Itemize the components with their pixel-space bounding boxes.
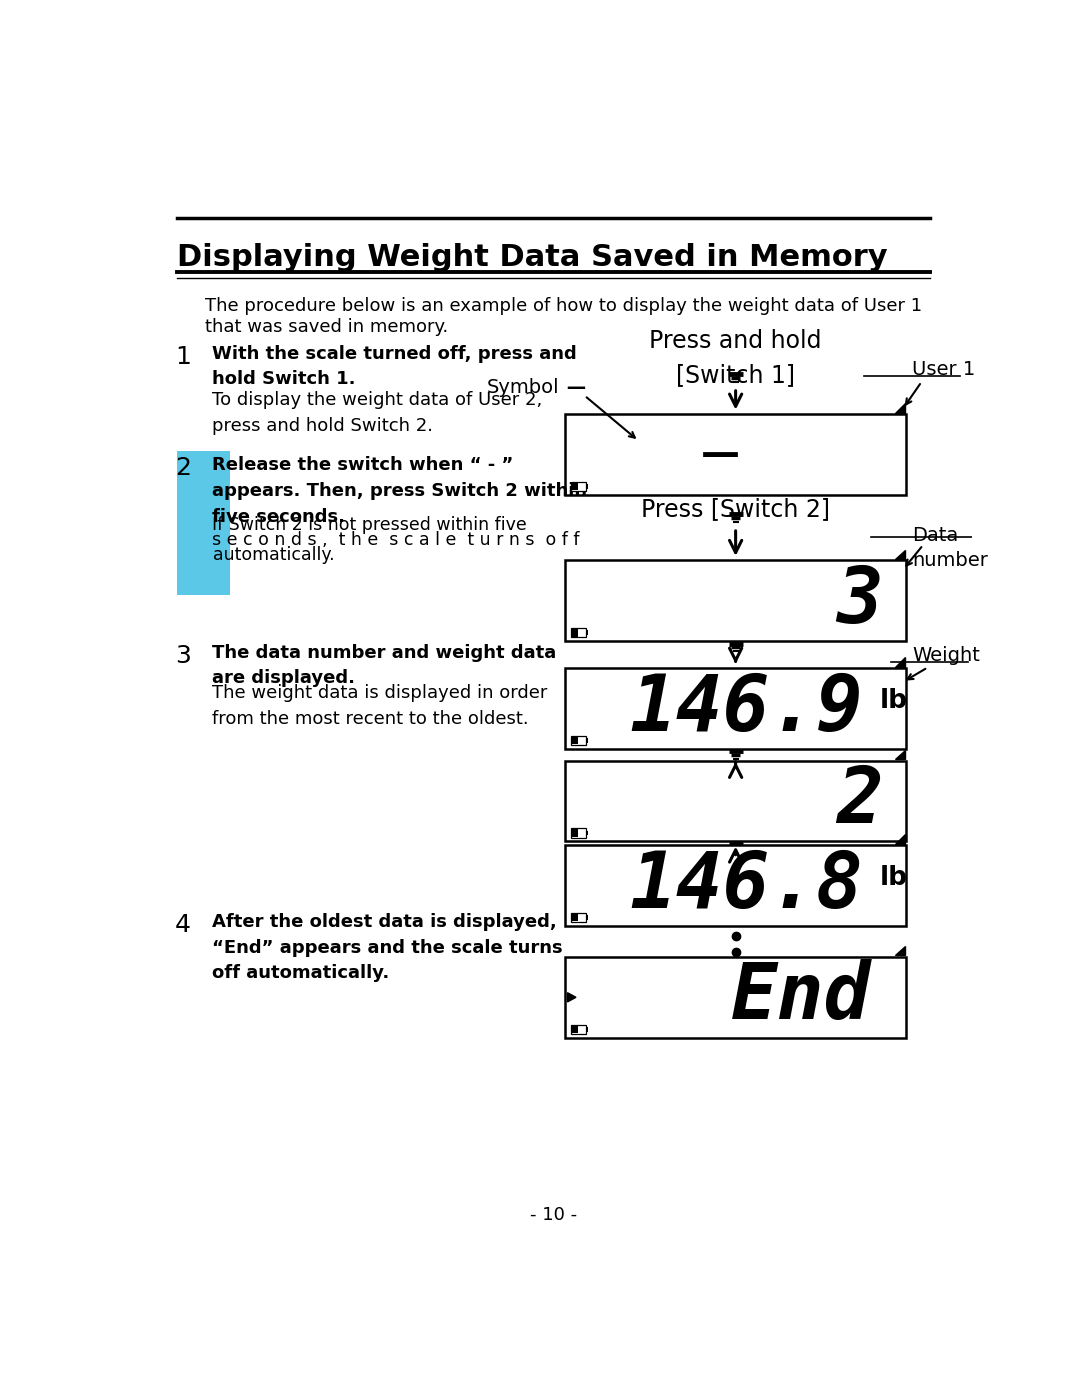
Bar <box>565 957 906 1038</box>
Text: Symbol: Symbol <box>486 377 559 397</box>
Text: Weight: Weight <box>913 647 981 665</box>
Text: 146.8: 146.8 <box>630 848 864 923</box>
Text: automatically.: automatically. <box>213 546 334 564</box>
Text: - 10 -: - 10 - <box>530 1206 577 1224</box>
Bar <box>571 914 578 922</box>
Text: Press and hold
[Switch 1]: Press and hold [Switch 1] <box>649 330 822 387</box>
Text: 146.9: 146.9 <box>630 671 864 746</box>
Bar <box>570 914 586 922</box>
Bar <box>570 828 586 838</box>
Bar <box>586 738 589 743</box>
Text: 2: 2 <box>175 457 191 481</box>
Bar <box>565 668 906 749</box>
Bar <box>565 845 906 926</box>
Text: lb: lb <box>880 687 907 714</box>
Text: 3: 3 <box>836 563 882 638</box>
Bar <box>571 736 578 745</box>
Bar <box>570 482 586 490</box>
Polygon shape <box>895 404 905 412</box>
Text: 4: 4 <box>175 914 191 937</box>
Text: 3: 3 <box>175 644 191 668</box>
Text: lb: lb <box>880 865 907 891</box>
Bar <box>570 1024 586 1034</box>
Bar <box>586 831 589 835</box>
Text: s e c o n d s ,  t h e  s c a l e  t u r n s  o f f: s e c o n d s , t h e s c a l e t u r n … <box>213 531 580 549</box>
Text: that was saved in memory.: that was saved in memory. <box>205 317 448 335</box>
Text: If Switch 2 is not pressed within five: If Switch 2 is not pressed within five <box>213 517 527 535</box>
Text: Displaying Weight Data Saved in Memory: Displaying Weight Data Saved in Memory <box>177 243 888 272</box>
Bar <box>586 1027 589 1031</box>
Text: 1: 1 <box>175 345 191 369</box>
Bar <box>571 482 578 490</box>
Text: After the oldest data is displayed,
“End” appears and the scale turns
off automa: After the oldest data is displayed, “End… <box>213 914 563 982</box>
Bar <box>570 736 586 745</box>
Bar <box>586 485 589 489</box>
Text: Data
number: Data number <box>913 527 988 570</box>
Text: User 1: User 1 <box>913 360 975 379</box>
Bar <box>177 451 230 595</box>
Text: The data number and weight data
are displayed.: The data number and weight data are disp… <box>213 644 557 687</box>
Text: Release the switch when “ - ”
appears. Then, press Switch 2 within
five seconds.: Release the switch when “ - ” appears. T… <box>213 457 588 525</box>
Bar <box>571 629 578 637</box>
Bar <box>586 915 589 921</box>
Text: End: End <box>731 960 872 1035</box>
Text: The procedure below is an example of how to display the weight data of User 1: The procedure below is an example of how… <box>205 298 922 314</box>
Bar <box>565 560 906 641</box>
Text: With the scale turned off, press and
hold Switch 1.: With the scale turned off, press and hol… <box>213 345 577 388</box>
Text: 2: 2 <box>836 763 882 840</box>
Polygon shape <box>895 834 905 844</box>
Bar <box>571 1025 578 1034</box>
Bar <box>571 828 578 837</box>
Polygon shape <box>895 750 905 759</box>
Polygon shape <box>895 946 905 956</box>
Text: Press [Switch 2]: Press [Switch 2] <box>642 497 831 521</box>
Polygon shape <box>895 549 905 559</box>
Bar <box>570 629 586 637</box>
Bar <box>586 630 589 636</box>
Bar <box>565 760 906 841</box>
Text: The weight data is displayed in order
from the most recent to the oldest.: The weight data is displayed in order fr… <box>213 683 548 728</box>
Polygon shape <box>567 993 576 1002</box>
Text: To display the weight data of User 2,
press and hold Switch 2.: To display the weight data of User 2, pr… <box>213 391 543 436</box>
Text: —: — <box>701 436 740 474</box>
Polygon shape <box>895 658 905 666</box>
Bar <box>565 414 906 495</box>
Text: —: — <box>561 377 586 397</box>
